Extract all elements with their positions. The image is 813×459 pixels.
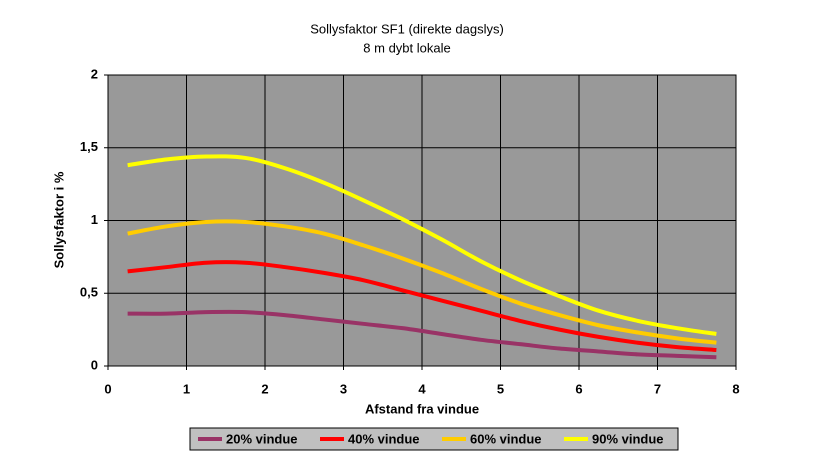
legend-label: 40% vindue (348, 431, 420, 446)
series-line (127, 309, 717, 360)
x-tick-label: 8 (732, 381, 739, 396)
x-tick-label: 0 (104, 381, 111, 396)
chart-subtitle: 8 m dybt lokale (363, 40, 450, 55)
y-tick-label: 0,5 (80, 285, 98, 300)
legend-box (189, 427, 679, 451)
x-tick-label: 1 (183, 381, 190, 396)
x-tick-label: 6 (575, 381, 582, 396)
y-tick-label: 2 (91, 66, 98, 81)
series-line (127, 219, 717, 345)
x-tick-label: 7 (654, 381, 661, 396)
series-line (127, 260, 717, 352)
legend-label: 20% vindue (226, 431, 298, 446)
legend-label: 60% vindue (470, 431, 542, 446)
chart-title: Sollysfaktor SF1 (direkte dagslys) (310, 21, 504, 36)
y-tick-label: 1,5 (80, 139, 98, 154)
plot-frame (107, 74, 737, 367)
x-tick-label: 5 (497, 381, 504, 396)
x-tick-label: 4 (418, 381, 426, 396)
y-axis-label: Sollysfaktor i % (51, 171, 66, 268)
y-tick-label: 0 (91, 357, 98, 372)
x-tick-label: 2 (261, 381, 268, 396)
x-tick-label: 3 (340, 381, 347, 396)
x-axis-label: Afstand fra vindue (365, 401, 479, 416)
y-tick-label: 1 (91, 212, 98, 227)
series-line (127, 154, 717, 336)
legend-label: 90% vindue (592, 431, 664, 446)
